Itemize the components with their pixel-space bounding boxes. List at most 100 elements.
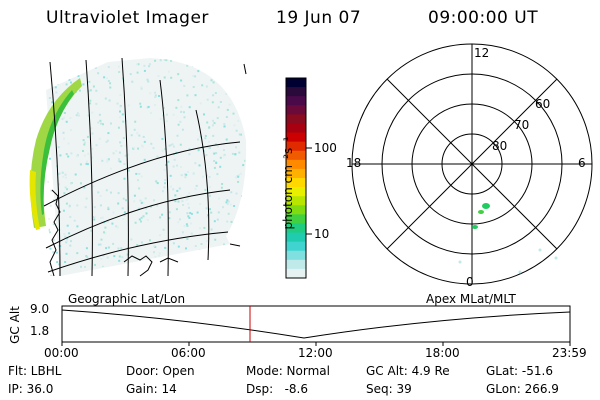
disk-speckle [52,61,54,64]
disk-speckle [190,232,193,235]
colorbar-band [286,159,306,170]
colorbar-band [286,223,306,234]
graticule [43,57,247,277]
info-glon: GLon: 266.9 [486,382,559,396]
disk-speckle [115,150,118,153]
disk-speckle [85,247,88,250]
disk-speckle [202,175,205,178]
disk-speckle [106,220,109,223]
disk-speckle [121,207,124,210]
disk-speckle [125,199,127,202]
disk-speckle [122,197,125,200]
disk-speckle [204,188,207,191]
timeline-axis-label: GC Alt [7,306,22,344]
disk-speckle [163,76,166,79]
disk-speckle [141,275,144,276]
disk-speckle [118,255,121,258]
disk-speckle [103,231,105,234]
disk-speckle [194,75,197,78]
disk-speckle [145,207,148,210]
disk-speckle [63,116,66,119]
disk-speckle [227,255,230,258]
disk-speckle [197,254,200,257]
disk-speckle [61,118,64,121]
disk-speckle [79,163,82,166]
disk-speckle [184,176,187,179]
disk-speckle [223,243,225,246]
colorbar [285,77,312,279]
disk-speckle [100,238,103,241]
disk-speckle [146,218,149,221]
disk-speckle [245,106,247,108]
disk-speckle [155,276,157,278]
disk-speckle [47,217,50,220]
timeline-y-max: 9.0 [30,302,50,316]
disk-speckle [158,95,160,97]
timeline-plot [61,305,571,346]
disk-speckle [95,102,98,105]
disk-speckle [223,123,226,125]
disk-speckle [207,140,210,143]
disk-speckle [140,241,143,244]
disk-speckle [137,147,140,150]
disk-speckle [212,124,214,127]
polar-aurora-spots [458,203,558,274]
disk-speckle [179,120,182,123]
disk-speckle [213,257,216,260]
disk-speckle [122,120,125,123]
disk-speckle [78,89,81,92]
disk-speckle [213,166,216,169]
disk-speckle [177,200,180,203]
disk-speckle [161,213,164,216]
disk-speckle [94,263,96,266]
disk-speckle [80,182,82,185]
disk-speckle [213,122,216,125]
disk-speckle [183,84,186,87]
disk-speckle [200,243,203,245]
disk-speckle [135,63,138,66]
disk-speckle [91,111,94,114]
disk-speckle [40,86,42,88]
disk-speckle [248,233,250,235]
disk-speckle [113,255,116,258]
disk-speckle [112,152,115,155]
colorbar-band [286,96,306,106]
disk-speckle [110,58,113,60]
disk-speckle [54,86,57,89]
disk-speckle [194,187,197,190]
disk-speckle [232,112,235,115]
disk-speckle [180,105,183,108]
disk-speckle [97,72,100,75]
disk-speckle [129,73,132,76]
disk-speckle [196,211,199,214]
disk-speckle [210,79,213,82]
disk-speckle [177,99,180,102]
disk-speckle [249,196,251,198]
disk-speckle [115,225,118,228]
disk-speckle [119,94,122,97]
disk-speckle [185,255,188,257]
disk-speckle [99,119,102,122]
disk-speckle [189,264,192,267]
disk-speckle [45,192,47,194]
disk-speckle [142,135,145,138]
disk-speckle [111,222,114,225]
disk-speckle [185,173,188,176]
disk-speckle [40,59,42,61]
disk-speckle [215,152,218,155]
disk-speckle [198,227,201,230]
disk-speckle [211,101,214,104]
disk-speckle [174,194,177,197]
disk-speckle [64,186,67,189]
disk-speckle [227,200,230,203]
disk-speckle [186,195,189,198]
disk-speckle [104,232,107,235]
disk-speckle [159,264,161,267]
disk-speckle [180,110,183,113]
disk-speckle [142,215,145,218]
disk-speckle [133,270,136,273]
disk-speckle [172,257,175,260]
disk-speckle [106,256,109,259]
disk-speckle [83,186,86,189]
disk-speckle [224,261,227,264]
